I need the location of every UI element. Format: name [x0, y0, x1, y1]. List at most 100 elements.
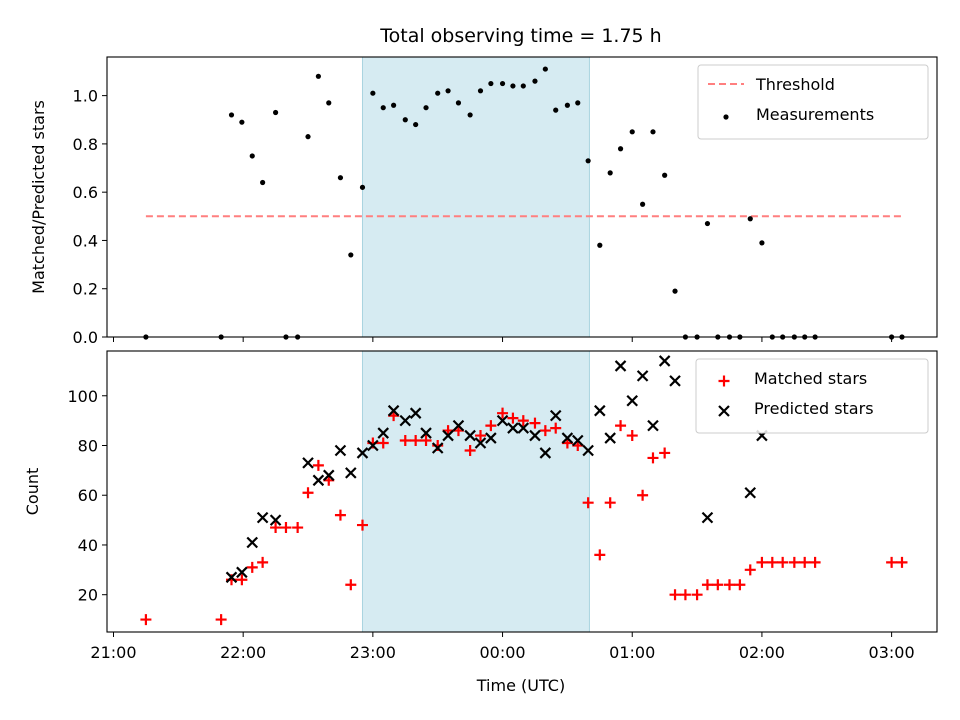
matched-point [302, 487, 314, 499]
predicted-point [658, 355, 671, 367]
legend: Threshold Measurements [697, 64, 929, 140]
predicted-point [626, 394, 639, 407]
matched-point [410, 435, 422, 447]
legend-label: Matched stars [754, 369, 867, 388]
measurement-point [477, 88, 484, 94]
matched-point [809, 556, 821, 568]
matched-point [637, 489, 649, 501]
measurement-point [640, 201, 646, 207]
predicted-point [387, 404, 400, 417]
measurement-point [542, 66, 548, 72]
measurement-point [348, 252, 354, 258]
legend-box [695, 358, 929, 434]
matched-point [312, 459, 324, 471]
measurement-point [532, 78, 538, 84]
matched-point [896, 556, 908, 568]
predicted-point [256, 511, 269, 524]
matched-point [679, 589, 691, 601]
y-tick-label: 0.0 [73, 328, 98, 347]
matched-point [539, 425, 551, 437]
matched-point [420, 435, 432, 447]
predicted-point [561, 432, 574, 444]
measurement-point [423, 105, 429, 111]
legend-predicted-swatch [718, 405, 730, 417]
measurement-point [413, 121, 419, 128]
matched-point [246, 561, 258, 573]
measurement-point [629, 129, 635, 135]
predicted-point [744, 486, 757, 499]
x-tick-label: 03:00 [869, 643, 915, 662]
legend-label: Predicted stars [754, 399, 874, 418]
predicted-point [377, 427, 390, 439]
measurement-point [575, 100, 581, 106]
predicted-point [636, 370, 649, 382]
predicted-point [604, 432, 616, 444]
matched-point [712, 579, 724, 591]
observing-window [362, 351, 590, 632]
matched-point [701, 579, 713, 591]
axes-frame [106, 56, 938, 338]
observing-window [362, 57, 590, 337]
matched-point [756, 556, 768, 568]
matched-point [215, 614, 227, 626]
measurement-point [520, 83, 526, 89]
matched-point [485, 420, 497, 432]
measurement-point [704, 220, 711, 227]
predicted-point [409, 407, 422, 419]
matched-point [270, 522, 282, 534]
matched-point [292, 522, 304, 534]
predicted-point [507, 422, 519, 434]
y-tick-label: 100 [67, 387, 98, 406]
matched-point [507, 412, 519, 424]
predicted-point [246, 536, 259, 549]
predicted-point [356, 447, 369, 459]
predicted-point [647, 419, 659, 432]
x-tick-label: 01:00 [609, 643, 655, 662]
measurement-point [359, 184, 366, 190]
matched-point [280, 522, 292, 534]
y-tick-label: 0.8 [73, 135, 98, 154]
predicted-point [496, 414, 509, 427]
measurement-point [650, 129, 656, 135]
predicted-point [334, 444, 347, 457]
predicted-point [269, 514, 282, 526]
matched-point [550, 422, 562, 434]
measurement-point [597, 242, 603, 248]
matched-point [724, 579, 735, 591]
matched-point [475, 430, 486, 442]
matched-point [744, 564, 756, 576]
predicted-point [420, 427, 432, 439]
measurement-point [370, 90, 376, 96]
matched-point [799, 556, 811, 568]
y-tick-label: 0.4 [73, 231, 98, 250]
measurement-point [467, 112, 473, 118]
measurement-point [510, 83, 516, 89]
measurement-point [435, 90, 441, 96]
predicted-point [517, 422, 530, 434]
measurement-point [305, 134, 311, 140]
predicted-point [225, 571, 238, 584]
predicted-point [452, 419, 465, 432]
matched-point [140, 614, 152, 626]
matched-point [615, 420, 627, 432]
predicted-point [485, 432, 497, 444]
y-tick-label: 0.2 [73, 280, 98, 299]
matched-point [334, 509, 346, 521]
predicted-point [529, 429, 541, 442]
predicted-point [236, 566, 248, 579]
legend-box [697, 64, 929, 140]
legend-label: Measurements [756, 105, 874, 124]
measurement-point [315, 73, 321, 79]
measurement-point [672, 288, 678, 294]
legend-matched-swatch [718, 375, 730, 387]
matched-point [517, 415, 529, 427]
measurement-point [272, 109, 279, 116]
measurement-point [564, 102, 570, 108]
bottom-panel: 20 40 60 80 100 21:00 22:00 23:00 00:00 01:00 02:0… [23, 350, 938, 662]
matched-point [356, 519, 368, 531]
chart-title: Total observing time = 1.75 h [379, 25, 661, 47]
measurement-point [759, 240, 765, 246]
predicted-point [474, 437, 487, 449]
measurement-point [488, 80, 494, 87]
